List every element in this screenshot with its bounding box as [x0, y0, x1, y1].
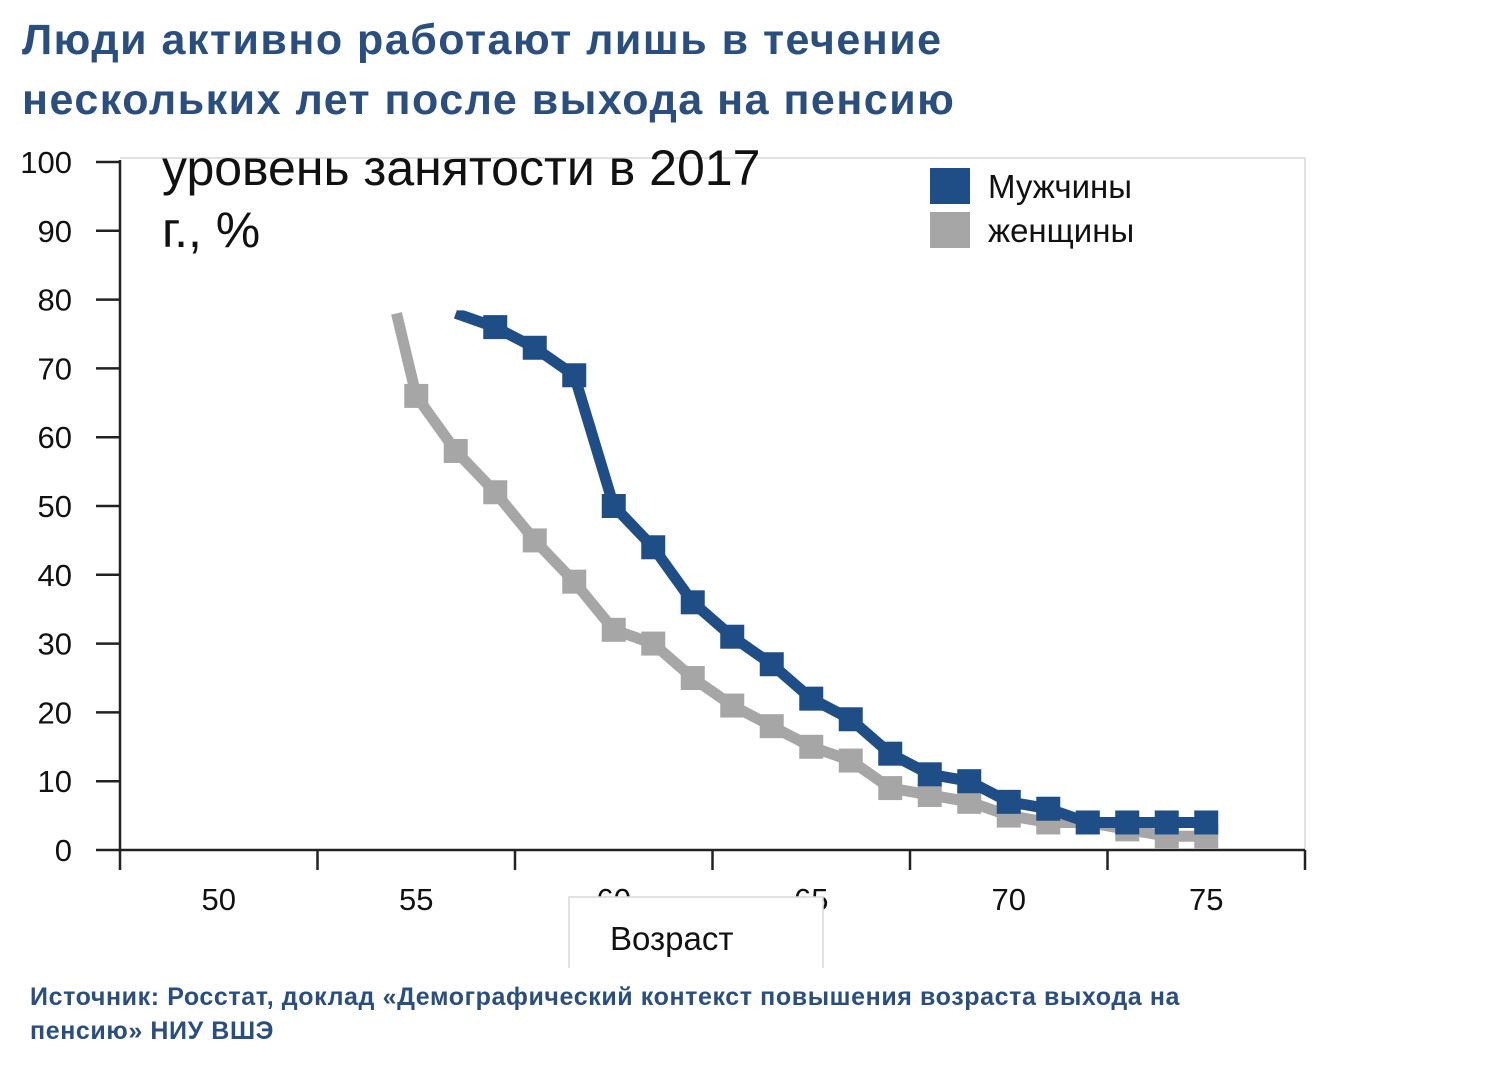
y-tick-label: 60 — [38, 420, 72, 455]
y-tick-label: 0 — [55, 833, 72, 868]
data-point-men — [917, 762, 942, 787]
data-point-women — [641, 631, 666, 656]
data-point-men — [720, 624, 745, 649]
data-point-men — [601, 494, 626, 518]
headline: Люди активно работают лишь в течение нес… — [22, 10, 1472, 130]
data-point-men — [641, 535, 666, 560]
legend-swatch-men — [930, 168, 970, 204]
headline-line-2: нескольких лет после выхода на пенсию — [22, 76, 956, 124]
y-tick-label: 50 — [38, 489, 72, 524]
x-tick-label: 75 — [1189, 882, 1223, 917]
y-tick-label: 30 — [38, 627, 72, 662]
y-axis-ticks: 0 10 20 30 40 50 60 70 80 90 100 — [20, 145, 120, 868]
x-axis-label-box: Возраст — [568, 896, 824, 968]
plot-mask — [122, 250, 922, 311]
y-tick-label: 70 — [38, 351, 72, 386]
data-point-men — [957, 769, 982, 794]
data-point-men — [838, 707, 863, 732]
legend-swatch-women — [930, 212, 970, 248]
data-point-women — [799, 734, 824, 759]
legend-label-women: женщины — [988, 212, 1134, 249]
data-point-men — [996, 789, 1021, 814]
chart-title-line-2: г., % — [162, 202, 260, 258]
data-point-men — [799, 686, 824, 711]
data-point-women — [917, 782, 942, 807]
data-point-women — [601, 617, 626, 642]
data-point-women — [878, 776, 903, 801]
headline-line-1: Люди активно работают лишь в течение — [22, 16, 943, 64]
data-point-men — [680, 590, 705, 615]
series-layer — [122, 250, 1219, 849]
data-point-men — [1036, 796, 1061, 821]
data-point-men — [878, 741, 903, 766]
chart-title-line-1: уровень занятости в 2017 — [162, 140, 760, 196]
data-point-men — [1075, 810, 1100, 835]
data-point-women — [522, 528, 547, 553]
data-point-men — [759, 652, 784, 677]
x-tick-label: 70 — [992, 882, 1026, 917]
data-point-women — [957, 789, 982, 814]
data-point-women — [680, 666, 705, 690]
y-tick-label: 100 — [20, 145, 72, 180]
plot-frame — [120, 157, 1306, 850]
x-tick-label: 50 — [202, 882, 236, 917]
source-line-2: пенсию» НИУ ВШЭ — [30, 1017, 275, 1045]
y-tick-label: 20 — [38, 695, 72, 730]
series-line-women — [391, 312, 1207, 842]
x-axis-label: Возраст — [610, 920, 733, 957]
data-point-men — [483, 315, 508, 340]
legend-label-men: Мужчины — [988, 168, 1132, 205]
data-point-women — [562, 569, 587, 594]
y-tick-label: 90 — [38, 214, 72, 249]
data-point-women — [720, 693, 745, 718]
y-tick-label: 10 — [38, 764, 72, 799]
data-point-women — [404, 383, 429, 408]
data-point-women — [443, 438, 468, 463]
y-tick-label: 80 — [38, 283, 72, 318]
data-point-men — [1154, 810, 1179, 835]
data-point-men — [1115, 810, 1140, 835]
y-tick-label: 40 — [38, 558, 72, 593]
x-tick-label: 55 — [399, 882, 433, 917]
data-point-women — [838, 748, 863, 773]
data-point-men — [562, 363, 587, 388]
data-point-women — [483, 480, 508, 505]
data-point-women — [759, 714, 784, 739]
source-line-1: Источник: Росстат, доклад «Демографическ… — [30, 983, 1181, 1011]
source-note: Источник: Росстат, доклад «Демографическ… — [30, 980, 1470, 1048]
data-point-men — [522, 335, 547, 360]
data-point-men — [1194, 810, 1219, 835]
legend: Мужчины женщины — [930, 168, 1134, 249]
